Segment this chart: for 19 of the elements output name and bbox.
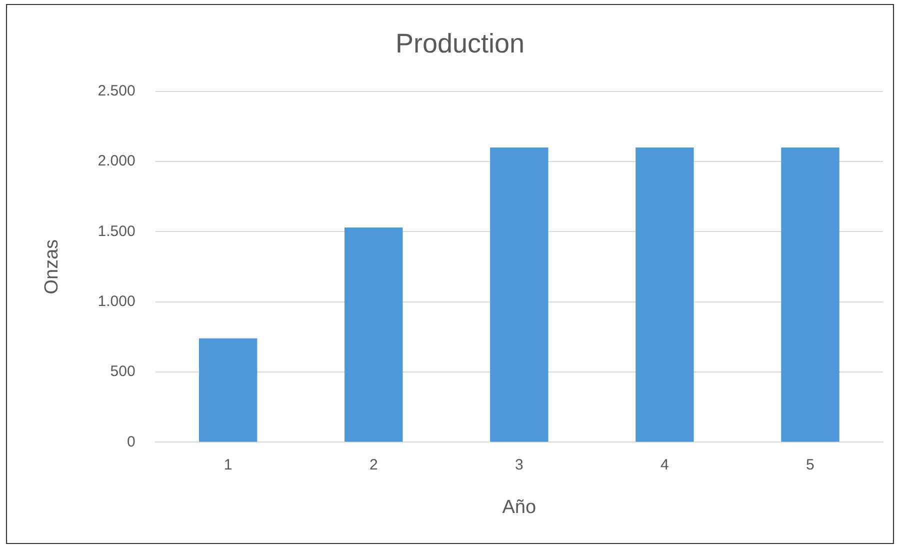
chart-title: Production (395, 28, 525, 59)
y-tick-label: 500 (110, 363, 136, 380)
y-tick-label: 1.000 (98, 293, 136, 310)
y-tick-label: 2.000 (98, 152, 136, 170)
y-axis-title: Onzas (42, 239, 63, 294)
x-tick-label: 3 (514, 456, 524, 474)
bar (636, 148, 694, 442)
y-tick-label: 2.500 (98, 82, 136, 100)
x-tick-label: 2 (369, 456, 378, 474)
x-tick-label: 1 (224, 456, 232, 474)
x-tick-label: 5 (806, 456, 814, 474)
y-tick-label: 1.500 (98, 222, 136, 240)
bar (490, 148, 548, 442)
x-tick-label: 4 (660, 456, 669, 474)
x-axis-title: Año (502, 496, 536, 518)
y-tick-label: 0 (126, 433, 136, 450)
bar (344, 228, 403, 442)
bar (781, 148, 840, 442)
bar (198, 338, 258, 442)
